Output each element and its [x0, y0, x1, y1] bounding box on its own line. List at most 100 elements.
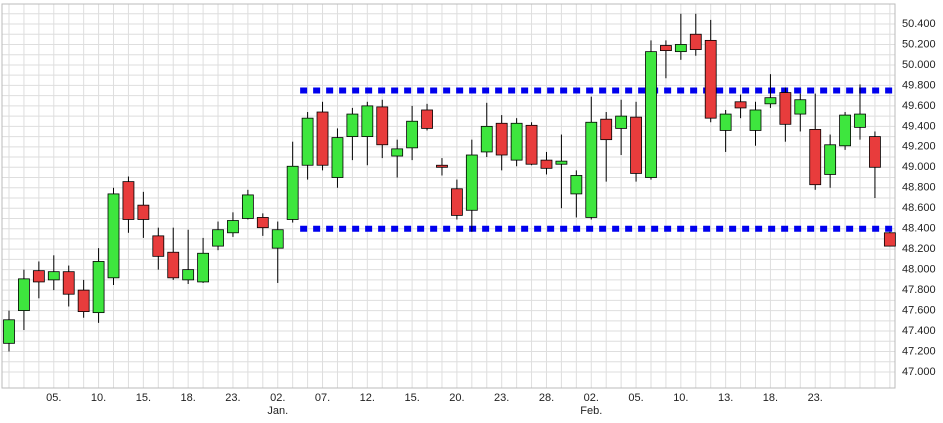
candle-body: [570, 175, 583, 195]
candle-body: [77, 289, 90, 313]
y-tick-label: 48.000: [902, 264, 936, 276]
candle-body: [779, 92, 792, 125]
candle-body: [630, 116, 642, 174]
candle-body: [824, 144, 837, 175]
y-tick-label: 47.600: [902, 304, 936, 316]
candle-body: [227, 220, 239, 234]
candle-body: [674, 44, 687, 53]
month-label: Feb.: [580, 405, 602, 417]
y-tick-label: 48.400: [902, 223, 936, 235]
x-tick-label: 02.: [270, 392, 285, 404]
y-tick-label: 50.200: [902, 38, 936, 50]
candle-body: [465, 154, 478, 211]
candle-body: [450, 188, 463, 216]
candle-body: [286, 165, 299, 220]
candle-body: [152, 235, 165, 257]
candle-body: [495, 122, 508, 156]
y-tick-label: 49.800: [902, 79, 936, 91]
x-tick-label: 15.: [136, 392, 151, 404]
y-tick-label: 47.200: [902, 345, 936, 357]
candle-body: [854, 113, 866, 128]
candle-body: [645, 51, 657, 178]
x-tick-label: 23.: [225, 392, 240, 404]
candle-body: [510, 122, 523, 161]
candle-body: [241, 194, 254, 219]
candle-body: [391, 148, 404, 157]
candle-body: [92, 261, 105, 314]
candle-body: [719, 113, 732, 131]
candle-body: [555, 160, 568, 165]
candle-body: [316, 111, 329, 166]
candle-body: [331, 137, 344, 178]
x-tick-label: 23.: [808, 392, 823, 404]
candle-body: [660, 45, 672, 52]
candle-body: [883, 232, 896, 247]
x-tick-label: 05.: [628, 392, 643, 404]
y-tick-label: 49.000: [902, 161, 936, 173]
candle-body: [406, 120, 419, 149]
candle-body: [301, 117, 314, 166]
candle-body: [3, 319, 15, 344]
x-tick-label: 23.: [494, 392, 509, 404]
candle-body: [212, 229, 224, 247]
y-tick-label: 48.600: [902, 202, 936, 214]
y-tick-label: 50.400: [902, 18, 936, 30]
x-tick-label: 13.: [718, 392, 733, 404]
x-tick-label: 10.: [91, 392, 106, 404]
candle-body: [525, 124, 538, 165]
candle-body: [421, 109, 433, 129]
candle-body: [346, 113, 359, 137]
y-tick-label: 47.800: [902, 284, 936, 296]
candle-body: [540, 159, 553, 169]
x-tick-label: 10.: [673, 392, 688, 404]
plot-border: [1, 3, 896, 389]
x-tick-label: 20.: [449, 392, 464, 404]
y-tick-label: 48.800: [902, 182, 936, 194]
candle-body: [197, 252, 209, 283]
candle-body: [167, 251, 180, 279]
x-tick-label: 28.: [539, 392, 554, 404]
candle-body: [256, 217, 269, 229]
y-tick-label: 49.200: [902, 141, 936, 153]
candle-body: [122, 181, 135, 220]
candle-body: [361, 105, 374, 137]
candle-body: [689, 33, 702, 50]
y-tick-label: 49.400: [902, 120, 936, 132]
candle-body: [809, 129, 822, 186]
x-tick-label: 05.: [46, 392, 61, 404]
month-label: Jan.: [267, 405, 288, 417]
candle-body: [182, 269, 195, 281]
candle-body: [869, 136, 881, 168]
candle-body: [749, 109, 762, 131]
candle-body: [734, 101, 747, 109]
x-tick-label: 02.: [584, 392, 599, 404]
y-tick-label: 47.400: [902, 325, 936, 337]
candle-body: [480, 125, 493, 153]
candle-body: [47, 271, 60, 281]
candle-body: [62, 271, 75, 295]
x-tick-label: 15.: [404, 392, 419, 404]
candle-body: [704, 39, 717, 119]
candle-body: [18, 278, 30, 311]
y-tick-label: 47.000: [902, 366, 936, 378]
candle-body: [137, 204, 150, 220]
candle-body: [271, 229, 284, 249]
x-tick-label: 18.: [181, 392, 196, 404]
y-tick-label: 48.200: [902, 243, 936, 255]
candle-body: [107, 193, 120, 279]
candle-body: [585, 121, 598, 218]
candle-body: [794, 99, 807, 115]
candle-body: [600, 118, 613, 141]
x-tick-label: 12.: [360, 392, 375, 404]
candle-body: [839, 114, 851, 147]
y-tick-label: 50.000: [902, 59, 936, 71]
candle-body: [376, 106, 389, 146]
x-tick-label: 07.: [315, 392, 330, 404]
candle-body: [32, 270, 45, 283]
y-tick-label: 49.600: [902, 100, 936, 112]
x-tick-label: 18.: [763, 392, 778, 404]
candle-body: [764, 97, 777, 105]
candle-body: [436, 164, 448, 168]
candle-body: [615, 115, 628, 129]
